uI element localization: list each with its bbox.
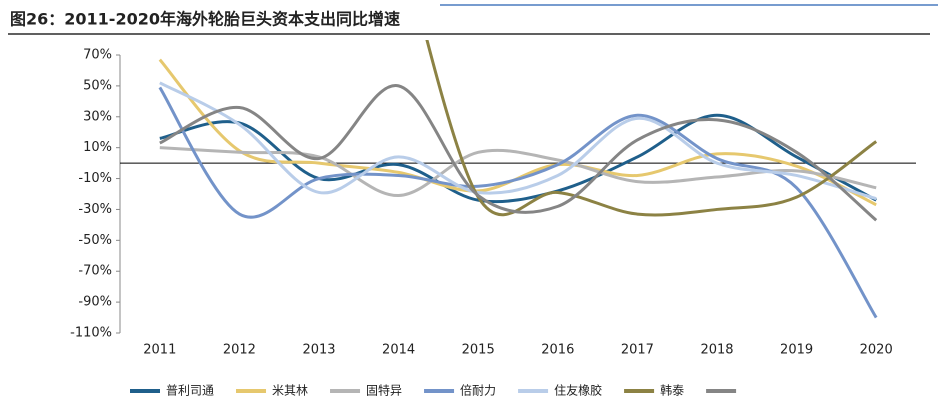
series-line (158, 58, 877, 207)
x-tick-label: 2017 (621, 343, 654, 358)
y-tick-label: -30% (78, 202, 112, 217)
series-line (159, 81, 877, 201)
legend-label: 住友橡胶 (554, 383, 602, 398)
y-tick-label: -70% (78, 264, 112, 279)
legend-label: 固特异 (366, 383, 402, 398)
y-tick-label: 50% (83, 78, 112, 93)
x-tick-label: 2015 (462, 343, 495, 358)
series-line (425, 40, 878, 217)
y-tick-label: 10% (83, 140, 112, 155)
y-tick-label: -10% (78, 171, 112, 186)
x-tick-label: 2014 (382, 343, 415, 358)
legend-label: 米其林 (272, 384, 308, 398)
x-tick-label: 2013 (302, 343, 335, 358)
x-tick-label: 2018 (700, 343, 733, 358)
chart-title: 图26：2011-2020年海外轮胎巨头资本支出同比增速 (10, 10, 400, 29)
x-tick-label: 2016 (541, 343, 574, 358)
x-tick-label: 2011 (143, 343, 176, 358)
plot-area (158, 40, 878, 319)
legend-label: 韩泰 (660, 383, 684, 398)
y-tick-label: -90% (78, 295, 112, 310)
y-tick-label: -110% (70, 326, 112, 341)
y-tick-label: 70% (83, 48, 112, 63)
legend-label: 倍耐力 (460, 383, 496, 398)
x-tick-label: 2019 (780, 343, 813, 358)
x-tick-label: 2012 (223, 343, 256, 358)
series-line (159, 146, 877, 198)
x-tick-label: 2020 (860, 343, 893, 358)
series-line (159, 84, 878, 222)
y-tick-label: -50% (78, 233, 112, 248)
legend-label: 普利司通 (166, 384, 214, 398)
y-tick-label: 30% (83, 109, 112, 124)
